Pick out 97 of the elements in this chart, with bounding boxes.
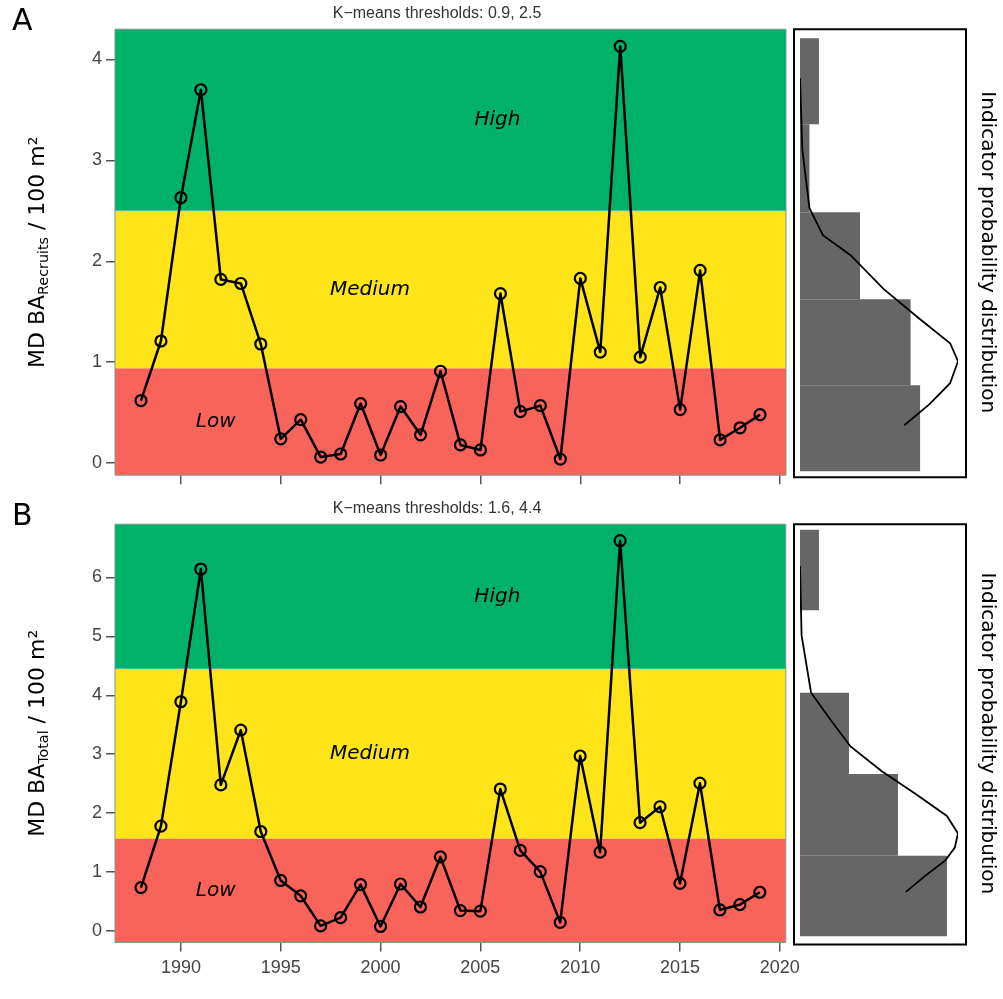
point (294, 413, 308, 427)
point (374, 448, 388, 462)
point (573, 749, 587, 763)
point (393, 399, 408, 414)
x-tick-label: 2005 (460, 957, 501, 978)
y-tick-label: 5 (92, 625, 103, 646)
y-tick-label: 6 (92, 566, 103, 587)
point (353, 878, 368, 892)
point (433, 364, 448, 378)
point (513, 405, 527, 419)
point (553, 915, 567, 929)
point (413, 428, 428, 442)
point (493, 286, 508, 301)
point (194, 562, 208, 576)
point (334, 447, 348, 461)
text: B (12, 497, 33, 532)
point (154, 334, 168, 348)
band-label: Medium (329, 739, 410, 764)
x-tick-label: 2000 (360, 957, 401, 978)
point (453, 438, 468, 452)
point (573, 271, 587, 286)
chart-title: K−means thresholds: 0.9, 2.5 (332, 4, 542, 22)
y-tick-label: 0 (92, 920, 103, 941)
x-tick-label: 2020 (759, 957, 800, 978)
y-axis-title: MD BARecruits / 100 m² (23, 136, 52, 368)
band-label: Low (195, 876, 237, 901)
point (134, 880, 148, 895)
point (713, 433, 727, 447)
point (593, 845, 607, 859)
y-tick-label: 2 (92, 250, 103, 271)
point (713, 903, 727, 917)
y-tick-label: 3 (92, 743, 103, 764)
y-axis-title: MD BATotal / 100 m² (23, 629, 52, 837)
y-tick-label: 4 (92, 684, 103, 705)
point (753, 408, 767, 422)
point (254, 337, 268, 351)
point (214, 272, 228, 287)
point (413, 900, 428, 914)
point (593, 345, 607, 359)
point (453, 903, 467, 918)
point (653, 800, 667, 814)
point (653, 280, 667, 295)
point (154, 819, 168, 833)
point (613, 39, 627, 53)
point (194, 83, 208, 97)
point (174, 695, 188, 709)
band-label: Low (195, 407, 237, 432)
point (473, 904, 487, 918)
point (174, 191, 188, 205)
point (134, 393, 148, 408)
point (733, 898, 747, 912)
y-tick-label: 4 (92, 48, 103, 69)
point (234, 276, 248, 291)
x-tick-label: 2015 (659, 957, 701, 978)
x-tick-label: 1990 (160, 957, 201, 978)
y-tick-label: 1 (92, 861, 103, 882)
y-tick-label: 3 (92, 149, 103, 170)
point (214, 778, 228, 792)
point (553, 452, 567, 466)
point (693, 263, 707, 277)
y-axis-title: Indicator probability distribution (976, 91, 1001, 414)
y-axis-title: Indicator probability distribution (976, 572, 1001, 895)
point (533, 398, 547, 413)
point (373, 919, 388, 934)
point (633, 350, 647, 364)
point (633, 816, 647, 830)
point (234, 723, 248, 737)
y-tick-label: 0 (92, 452, 103, 473)
band-label: High (474, 582, 521, 607)
band-label: Medium (329, 275, 410, 300)
point (314, 919, 328, 933)
point (254, 824, 268, 839)
band-label: High (474, 106, 521, 131)
point (433, 850, 448, 864)
point (613, 534, 627, 548)
x-tick-label: 2010 (560, 957, 601, 978)
x-tick-label: 1995 (260, 957, 301, 978)
point (314, 450, 328, 464)
point (294, 889, 308, 903)
text: A (12, 2, 33, 37)
point (733, 421, 747, 435)
point (673, 876, 687, 891)
point (673, 403, 687, 417)
point (753, 885, 767, 899)
point (473, 443, 488, 457)
point (513, 843, 527, 857)
y-tick-label: 1 (92, 351, 103, 372)
point (334, 911, 348, 925)
point (393, 877, 408, 891)
point (493, 782, 507, 796)
point (274, 432, 288, 446)
point (274, 873, 288, 888)
chart-title: K−means thresholds: 1.6, 4.4 (332, 499, 542, 517)
point (354, 396, 368, 411)
point (693, 776, 707, 790)
y-tick-label: 2 (92, 802, 103, 823)
point (533, 865, 547, 879)
